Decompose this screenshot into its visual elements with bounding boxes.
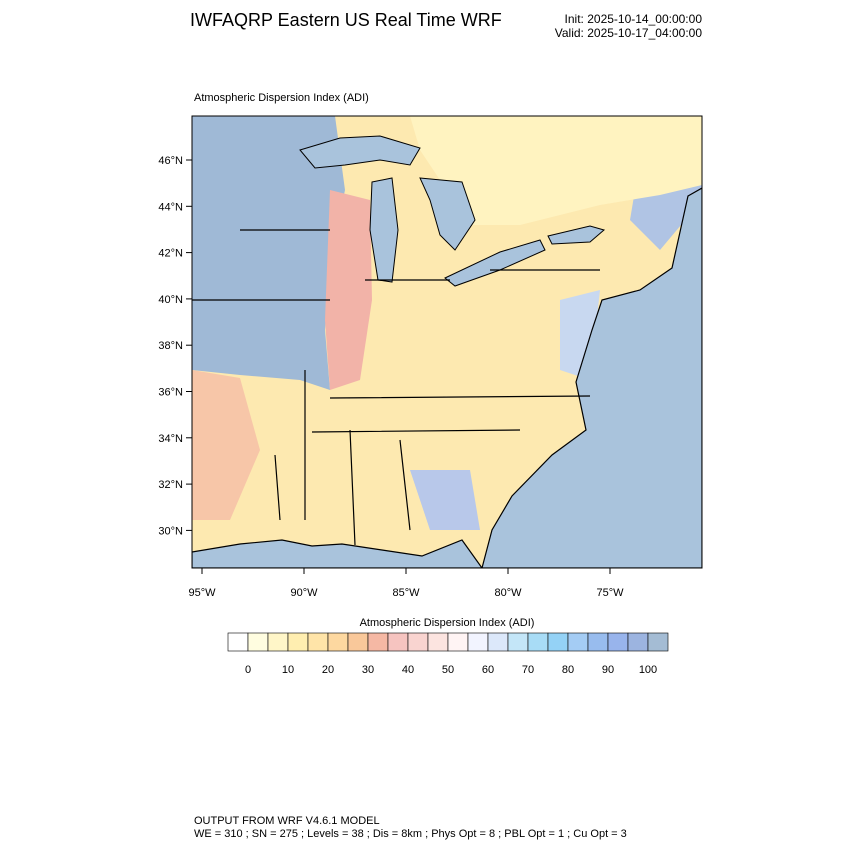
lon-label: 95°W [188, 587, 216, 599]
colorbar-box [347, 632, 369, 652]
colorbar-box [587, 632, 609, 652]
colorbar-box [447, 632, 469, 652]
lat-label: 40°N [158, 294, 183, 306]
colorbar-label: 100 [639, 664, 657, 676]
lon-label: 75°W [596, 587, 624, 599]
valid-time: Valid: 2025-10-17_04:00:00 [555, 26, 703, 40]
lat-label: 36°N [158, 387, 183, 399]
colorbar-box [647, 632, 669, 652]
colorbar-box [227, 632, 249, 652]
colorbar-box [427, 632, 449, 652]
lat-label: 32°N [158, 479, 183, 491]
colorbar-label: 70 [522, 664, 534, 676]
colorbar-box [567, 632, 589, 652]
lon-label: 90°W [290, 587, 318, 599]
colorbar-box [367, 632, 389, 652]
init-time: Init: 2025-10-14_00:00:00 [565, 12, 703, 26]
colorbar-box [467, 632, 489, 652]
colorbar-box [627, 632, 649, 652]
title: IWFAQRP Eastern US Real Time WRF [190, 10, 502, 30]
footer-model: OUTPUT FROM WRF V4.6.1 MODEL [194, 815, 380, 827]
lat-label: 34°N [158, 433, 183, 445]
colorbar-box [507, 632, 529, 652]
colorbar-label: 0 [245, 664, 251, 676]
colorbar-box [387, 632, 409, 652]
colorbar-label: 40 [402, 664, 414, 676]
colorbar-label: 90 [602, 664, 614, 676]
colorbar-box [267, 632, 289, 652]
colorbar-box [327, 632, 349, 652]
colorbar-box [527, 632, 549, 652]
colorbar-label: 20 [322, 664, 334, 676]
lat-label: 42°N [158, 248, 183, 260]
colorbar-box [487, 632, 509, 652]
colorbar-label: 30 [362, 664, 374, 676]
colorbar-title: Atmospheric Dispersion Index (ADI) [360, 617, 535, 629]
colorbar-box [247, 632, 269, 652]
map-title: Atmospheric Dispersion Index (ADI) [194, 92, 369, 104]
lat-label: 46°N [158, 155, 183, 167]
colorbar-box [307, 632, 329, 652]
colorbar-label: 60 [482, 664, 494, 676]
lat-label: 30°N [158, 525, 183, 537]
colorbar-label: 50 [442, 664, 454, 676]
colorbar-box [547, 632, 569, 652]
map [191, 115, 703, 569]
lon-label: 80°W [494, 587, 522, 599]
colorbar-box [407, 632, 429, 652]
footer-settings: WE = 310 ; SN = 275 ; Levels = 38 ; Dis … [194, 828, 627, 840]
colorbar-label: 80 [562, 664, 574, 676]
colorbar-box [287, 632, 309, 652]
lon-label: 85°W [392, 587, 420, 599]
lat-label: 38°N [158, 340, 183, 352]
colorbar-label: 10 [282, 664, 294, 676]
lat-label: 44°N [158, 201, 183, 213]
colorbar-box [607, 632, 629, 652]
